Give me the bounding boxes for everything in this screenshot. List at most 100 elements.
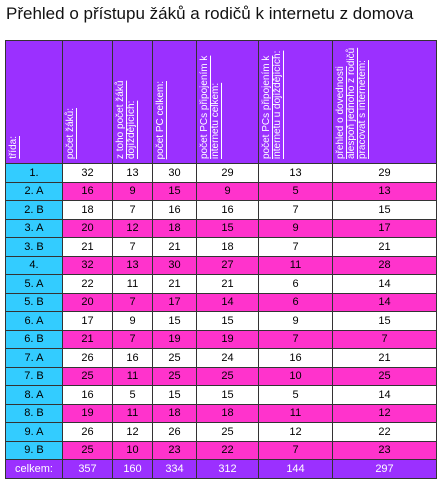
table-row: 6. B 21 7 19 19 7 7 xyxy=(5,329,437,349)
title: Přehled o přístupu žáků a rodičů k inter… xyxy=(6,4,414,23)
value-cell: 25 xyxy=(62,366,113,386)
value-cell: 15 xyxy=(152,181,197,201)
value-cell: 23 xyxy=(152,440,197,460)
value-cell: 12 xyxy=(332,403,437,423)
value-cell: 6 xyxy=(258,274,333,294)
value-cell: 18 xyxy=(152,403,197,423)
value-cell: 12 xyxy=(112,422,153,442)
value-cell: 19 xyxy=(152,329,197,349)
value-cell: 17 xyxy=(332,218,437,238)
value-cell: 16 xyxy=(152,200,197,220)
value-cell: 22 xyxy=(62,274,113,294)
class-cell: 8. B xyxy=(5,403,63,423)
value-cell: 13 xyxy=(332,181,437,201)
value-cell: 7 xyxy=(258,237,333,257)
value-cell: 12 xyxy=(112,218,153,238)
table-row: 3. B 21 7 21 18 7 21 xyxy=(5,237,437,257)
value-cell: 9 xyxy=(258,218,333,238)
value-cell: 15 xyxy=(196,311,259,331)
value-cell: 13 xyxy=(112,255,153,275)
value-cell: 11 xyxy=(112,403,153,423)
value-cell: 18 xyxy=(196,237,259,257)
header-cell: počet PCs připojením k internetu u dojíž… xyxy=(258,40,333,164)
header-text: počet PCs připojením k internetu u dojíž… xyxy=(261,50,283,159)
header-cell: z toho počet žáků dojíždějících: xyxy=(112,40,153,164)
value-cell: 11 xyxy=(258,403,333,423)
header-cell: přehled o dovednosti alespoň jednoho z r… xyxy=(332,40,437,164)
header-text: přehled o dovednosti alespoň jednoho z r… xyxy=(335,47,368,159)
value-cell: 7 xyxy=(332,329,437,349)
total-cell: 312 xyxy=(196,459,259,479)
value-cell: 20 xyxy=(62,292,113,312)
value-cell: 9 xyxy=(112,181,153,201)
value-cell: 29 xyxy=(196,163,259,183)
value-cell: 7 xyxy=(258,329,333,349)
class-cell: 7. B xyxy=(5,366,63,386)
value-cell: 21 xyxy=(152,237,197,257)
value-cell: 14 xyxy=(196,292,259,312)
value-cell: 9 xyxy=(112,311,153,331)
value-cell: 13 xyxy=(112,163,153,183)
value-cell: 15 xyxy=(196,218,259,238)
table-row: 9. B 25 10 23 22 7 23 xyxy=(5,440,437,460)
value-cell: 6 xyxy=(258,292,333,312)
value-cell: 23 xyxy=(332,440,437,460)
value-cell: 5 xyxy=(258,181,333,201)
value-cell: 30 xyxy=(152,163,197,183)
class-cell: 2. A xyxy=(5,181,63,201)
value-cell: 18 xyxy=(62,200,113,220)
value-cell: 9 xyxy=(196,181,259,201)
value-cell: 16 xyxy=(62,385,113,405)
value-cell: 16 xyxy=(196,200,259,220)
table-row: 5. A 22 11 21 21 6 14 xyxy=(5,274,437,294)
value-cell: 25 xyxy=(62,440,113,460)
header-text: počet žáků: xyxy=(65,107,76,159)
total-cell: 297 xyxy=(332,459,437,479)
value-cell: 15 xyxy=(152,385,197,405)
total-row: celkem: 357 160 334 312 144 297 xyxy=(5,459,437,479)
header-text: počet PC celkem: xyxy=(155,80,166,159)
value-cell: 28 xyxy=(332,255,437,275)
header-row: třída: počet žáků: z toho počet žáků dojíž… xyxy=(5,40,437,164)
value-cell: 15 xyxy=(332,200,437,220)
value-cell: 11 xyxy=(112,274,153,294)
value-cell: 19 xyxy=(62,403,113,423)
header-cell: počet PCs připojením k internetu celkem: xyxy=(196,40,259,164)
value-cell: 25 xyxy=(196,366,259,386)
value-cell: 19 xyxy=(196,329,259,349)
value-cell: 10 xyxy=(112,440,153,460)
value-cell: 21 xyxy=(196,274,259,294)
table-row: 7. B 25 11 25 25 10 25 xyxy=(5,366,437,386)
value-cell: 7 xyxy=(112,292,153,312)
value-cell: 11 xyxy=(112,366,153,386)
header-cell: počet žáků: xyxy=(62,40,113,164)
value-cell: 29 xyxy=(332,163,437,183)
value-cell: 20 xyxy=(62,218,113,238)
value-cell: 13 xyxy=(258,163,333,183)
value-cell: 17 xyxy=(62,311,113,331)
value-cell: 7 xyxy=(258,200,333,220)
value-cell: 21 xyxy=(332,237,437,257)
header-text: třída: xyxy=(8,136,19,159)
value-cell: 7 xyxy=(112,200,153,220)
total-label: celkem: xyxy=(5,459,63,479)
value-cell: 32 xyxy=(62,163,113,183)
value-cell: 18 xyxy=(152,218,197,238)
value-cell: 25 xyxy=(332,366,437,386)
class-cell: 4. xyxy=(5,255,63,275)
value-cell: 27 xyxy=(196,255,259,275)
total-cell: 144 xyxy=(258,459,333,479)
class-cell: 5. A xyxy=(5,274,63,294)
class-cell: 9. A xyxy=(5,422,63,442)
value-cell: 22 xyxy=(332,422,437,442)
value-cell: 25 xyxy=(196,422,259,442)
data-table: třída: počet žáků: z toho počet žáků dojíž… xyxy=(5,40,437,479)
value-cell: 32 xyxy=(62,255,113,275)
header-text: počet PCs připojením k internetu celkem: xyxy=(199,55,221,159)
value-cell: 21 xyxy=(62,329,113,349)
header-cell: počet PC celkem: xyxy=(152,40,197,164)
value-cell: 7 xyxy=(258,440,333,460)
value-cell: 30 xyxy=(152,255,197,275)
value-cell: 14 xyxy=(332,292,437,312)
value-cell: 16 xyxy=(62,181,113,201)
